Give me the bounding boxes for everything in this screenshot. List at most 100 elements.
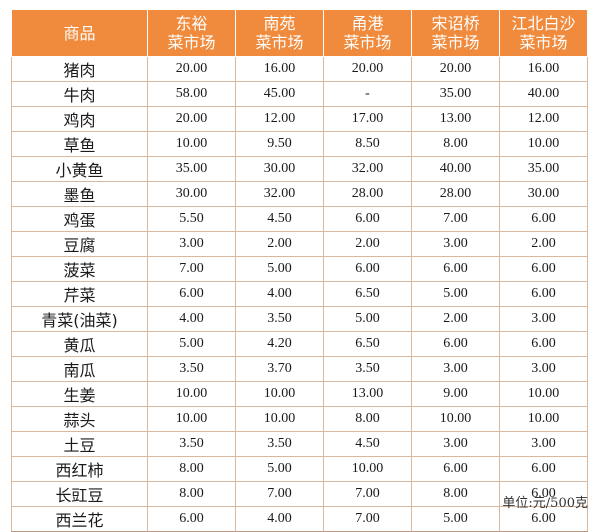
price-cell: 3.50 <box>323 356 412 382</box>
table-row: 西红柿 8.00 5.00 10.00 6.00 6.00 <box>11 456 588 482</box>
header-market-jiangbei-baisha: 江北白沙 菜市场 <box>499 9 588 57</box>
price-cell: 10.00 <box>499 406 588 432</box>
price-cell: 6.00 <box>499 481 588 507</box>
price-cell: 30.00 <box>499 181 588 207</box>
price-cell: 45.00 <box>235 81 324 107</box>
market-suffix: 菜市场 <box>167 33 216 52</box>
table-header: 商品 东裕 菜市场 南苑 菜市场 甬港 菜市场 宋诏桥 菜市场 <box>11 9 588 57</box>
market-suffix: 菜市场 <box>255 33 304 52</box>
price-cell: 20.00 <box>323 56 412 82</box>
price-cell: 40.00 <box>499 81 588 107</box>
market-name: 江北白沙 <box>511 14 576 33</box>
price-cell: 32.00 <box>235 181 324 207</box>
price-cell: 40.00 <box>411 156 500 182</box>
price-cell: 30.00 <box>147 181 236 207</box>
market-suffix: 菜市场 <box>431 33 480 52</box>
price-cell: 8.00 <box>323 406 412 432</box>
price-cell: 5.00 <box>411 281 500 307</box>
price-table-container: 商品 东裕 菜市场 南苑 菜市场 甬港 菜市场 宋诏桥 菜市场 <box>11 9 588 532</box>
header-market-dongyu: 东裕 菜市场 <box>147 9 236 57</box>
price-cell: 4.50 <box>235 206 324 232</box>
table-row: 蒜头 10.00 10.00 8.00 10.00 10.00 <box>11 406 588 432</box>
table-row: 墨鱼 30.00 32.00 28.00 28.00 30.00 <box>11 181 588 207</box>
product-name-cell: 鸡肉 <box>11 106 148 132</box>
table-row: 草鱼 10.00 9.50 8.50 8.00 10.00 <box>11 131 588 157</box>
product-name-cell: 小黄鱼 <box>11 156 148 182</box>
price-cell: 13.00 <box>323 381 412 407</box>
price-cell: 10.00 <box>235 381 324 407</box>
product-name-cell: 南瓜 <box>11 356 148 382</box>
price-cell: 3.70 <box>235 356 324 382</box>
price-cell: 6.00 <box>499 281 588 307</box>
price-cell: 9.00 <box>411 381 500 407</box>
price-cell: 12.00 <box>235 106 324 132</box>
price-cell: 3.50 <box>147 431 236 457</box>
price-cell: 10.00 <box>323 456 412 482</box>
price-cell: 12.00 <box>499 106 588 132</box>
price-cell: 6.00 <box>499 256 588 282</box>
price-cell: 7.00 <box>411 206 500 232</box>
price-cell: 2.00 <box>411 306 500 332</box>
price-cell: 3.00 <box>411 431 500 457</box>
price-cell: 8.00 <box>147 456 236 482</box>
product-name-cell: 西红柿 <box>11 456 148 482</box>
price-cell: 58.00 <box>147 81 236 107</box>
market-suffix: 菜市场 <box>343 33 392 52</box>
price-cell: 7.00 <box>235 481 324 507</box>
price-cell: 8.00 <box>147 481 236 507</box>
price-cell: 3.00 <box>499 356 588 382</box>
table-row: 猪肉 20.00 16.00 20.00 20.00 16.00 <box>11 56 588 82</box>
price-cell: 3.00 <box>499 431 588 457</box>
price-cell: 6.00 <box>499 331 588 357</box>
price-cell: 8.50 <box>323 131 412 157</box>
header-market-songzhaoqiao: 宋诏桥 菜市场 <box>411 9 500 57</box>
price-cell: 2.00 <box>323 231 412 257</box>
price-cell: 3.50 <box>147 356 236 382</box>
product-name-cell: 生姜 <box>11 381 148 407</box>
price-cell: 6.00 <box>499 456 588 482</box>
table-row: 土豆 3.50 3.50 4.50 3.00 3.00 <box>11 431 588 457</box>
market-name: 南苑 <box>263 14 296 33</box>
table-row: 南瓜 3.50 3.70 3.50 3.00 3.00 <box>11 356 588 382</box>
product-name-cell: 长豇豆 <box>11 481 148 507</box>
price-cell: 6.00 <box>323 206 412 232</box>
market-name: 宋诏桥 <box>431 14 480 33</box>
price-cell: 20.00 <box>147 56 236 82</box>
product-name-cell: 菠菜 <box>11 256 148 282</box>
product-name-cell: 草鱼 <box>11 131 148 157</box>
price-cell: 2.00 <box>235 231 324 257</box>
price-cell: 10.00 <box>499 131 588 157</box>
header-market-yonggang: 甬港 菜市场 <box>323 9 412 57</box>
table-row: 牛肉 58.00 45.00-35.00 40.00 <box>11 81 588 107</box>
unit-note: 单位:元/500克 <box>502 496 588 511</box>
price-cell: 3.50 <box>235 306 324 332</box>
table-row: 鸡肉 20.00 12.00 17.00 13.00 12.00 <box>11 106 588 132</box>
table-row: 芹菜 6.00 4.00 6.50 5.00 6.00 <box>11 281 588 307</box>
price-cell: 3.00 <box>411 356 500 382</box>
price-cell: 28.00 <box>323 181 412 207</box>
price-cell: 6.50 <box>323 281 412 307</box>
table-row: 西兰花 6.00 4.00 7.00 5.00 6.00 <box>11 506 588 532</box>
price-cell: 10.00 <box>411 406 500 432</box>
product-name-cell: 西兰花 <box>11 506 148 532</box>
price-cell: 13.00 <box>411 106 500 132</box>
product-name-cell: 墨鱼 <box>11 181 148 207</box>
table-body: 猪肉 20.00 16.00 20.00 20.00 16.00 牛肉 58.00 45.00-… <box>11 56 588 532</box>
product-name-cell: 土豆 <box>11 431 148 457</box>
price-cell: 3.50 <box>235 431 324 457</box>
price-cell: 5.50 <box>147 206 236 232</box>
table-row: 青菜(油菜) 4.00 3.50 5.00 2.00 3.00 <box>11 306 588 332</box>
price-cell: 5.00 <box>235 256 324 282</box>
product-name-cell: 芹菜 <box>11 281 148 307</box>
product-name-cell: 黄瓜 <box>11 331 148 357</box>
price-cell: 32.00 <box>323 156 412 182</box>
price-cell: 10.00 <box>147 381 236 407</box>
table-row: 黄瓜 5.00 4.20 6.50 6.00 6.00 <box>11 331 588 357</box>
table-row: 生姜 10.00 10.00 13.00 9.00 10.00 <box>11 381 588 407</box>
table-row: 鸡蛋 5.50 4.50 6.00 7.00 6.00 <box>11 206 588 232</box>
table-row: 豆腐 3.00 2.00 2.00 3.00 2.00 <box>11 231 588 257</box>
price-cell: 10.00 <box>235 406 324 432</box>
price-cell: 6.50 <box>323 331 412 357</box>
price-cell: 6.00 <box>411 256 500 282</box>
price-cell: 10.00 <box>147 131 236 157</box>
